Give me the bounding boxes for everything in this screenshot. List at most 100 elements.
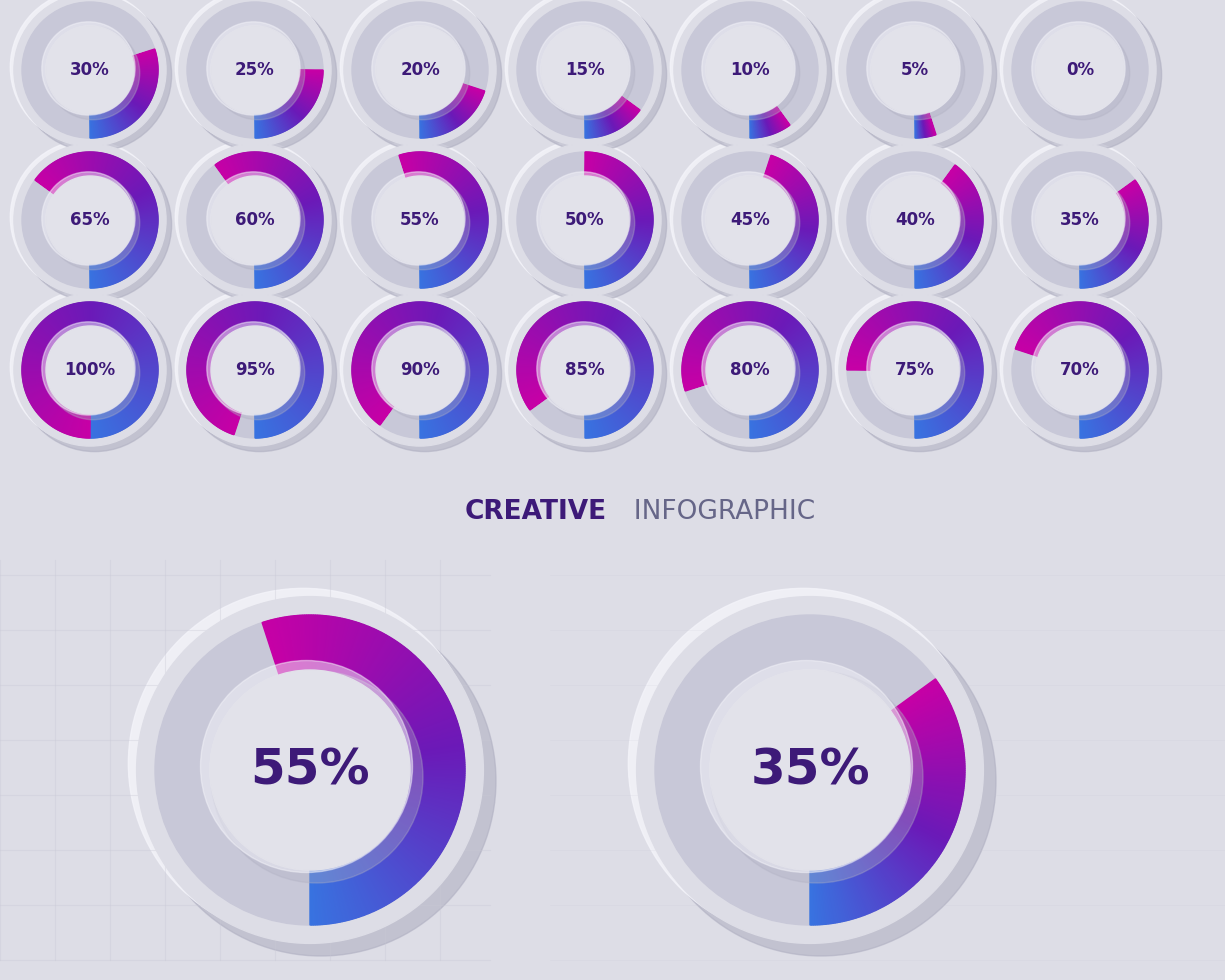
Wedge shape [93,152,96,176]
Wedge shape [292,394,312,408]
Wedge shape [243,303,247,326]
Wedge shape [260,303,263,326]
Wedge shape [423,264,424,288]
Wedge shape [518,378,541,383]
Wedge shape [222,409,234,429]
Wedge shape [454,397,474,412]
Wedge shape [604,308,614,330]
Wedge shape [120,321,137,339]
Wedge shape [282,316,296,335]
Wedge shape [457,332,477,346]
Wedge shape [780,320,797,338]
Wedge shape [851,345,873,355]
Wedge shape [601,411,610,433]
Circle shape [871,176,965,270]
Wedge shape [920,264,922,287]
Wedge shape [434,262,442,284]
Wedge shape [766,411,774,433]
Wedge shape [790,192,812,203]
Wedge shape [791,235,813,245]
Wedge shape [598,262,605,285]
Wedge shape [267,305,276,328]
Wedge shape [322,869,332,924]
Wedge shape [926,263,932,286]
Wedge shape [951,181,971,195]
Wedge shape [119,168,135,186]
Wedge shape [774,313,788,333]
Wedge shape [125,327,143,343]
Wedge shape [464,224,488,227]
Wedge shape [22,373,47,376]
Wedge shape [404,801,457,819]
Wedge shape [518,360,541,364]
Wedge shape [292,93,312,107]
Wedge shape [954,240,976,251]
Wedge shape [463,362,488,365]
Wedge shape [909,783,964,792]
Wedge shape [943,254,959,272]
Wedge shape [1116,395,1137,409]
Wedge shape [260,152,262,176]
Wedge shape [910,760,965,764]
Wedge shape [40,400,58,416]
Wedge shape [97,414,102,437]
Wedge shape [786,332,807,346]
Wedge shape [616,250,635,268]
Wedge shape [217,314,230,334]
Wedge shape [461,344,483,354]
Wedge shape [935,259,946,280]
Wedge shape [626,234,649,242]
Wedge shape [615,171,632,188]
Wedge shape [22,368,47,369]
Wedge shape [593,153,598,176]
Wedge shape [298,353,321,360]
Wedge shape [887,833,930,869]
Wedge shape [299,75,322,79]
Wedge shape [244,303,247,326]
Wedge shape [201,327,220,343]
Wedge shape [352,860,376,910]
Wedge shape [459,190,481,201]
Wedge shape [521,383,543,391]
Wedge shape [594,413,600,436]
Wedge shape [448,253,466,271]
Wedge shape [610,106,624,126]
Wedge shape [459,90,480,101]
Wedge shape [426,153,430,176]
Wedge shape [332,867,345,921]
Wedge shape [124,248,143,263]
Wedge shape [134,213,158,216]
Wedge shape [296,198,320,207]
Wedge shape [529,330,549,345]
Wedge shape [957,347,979,356]
Wedge shape [462,201,485,208]
Wedge shape [590,264,594,287]
Wedge shape [121,401,138,417]
Wedge shape [794,362,817,365]
Wedge shape [356,346,379,355]
Wedge shape [129,90,151,101]
Wedge shape [107,411,116,433]
Wedge shape [1118,338,1140,350]
Wedge shape [724,307,734,329]
Wedge shape [327,868,338,922]
Wedge shape [365,396,385,412]
Wedge shape [793,353,816,360]
Wedge shape [288,175,307,192]
Wedge shape [338,621,356,674]
Wedge shape [131,86,153,96]
Circle shape [846,2,982,138]
Wedge shape [1088,264,1094,287]
Wedge shape [131,194,153,204]
Wedge shape [459,388,481,399]
Wedge shape [597,155,604,177]
Wedge shape [1101,409,1112,430]
Wedge shape [864,325,882,341]
Wedge shape [905,722,958,740]
Wedge shape [200,396,219,410]
Wedge shape [383,313,397,333]
Wedge shape [905,724,959,742]
Wedge shape [793,205,817,211]
Wedge shape [779,169,795,187]
Wedge shape [314,870,317,925]
